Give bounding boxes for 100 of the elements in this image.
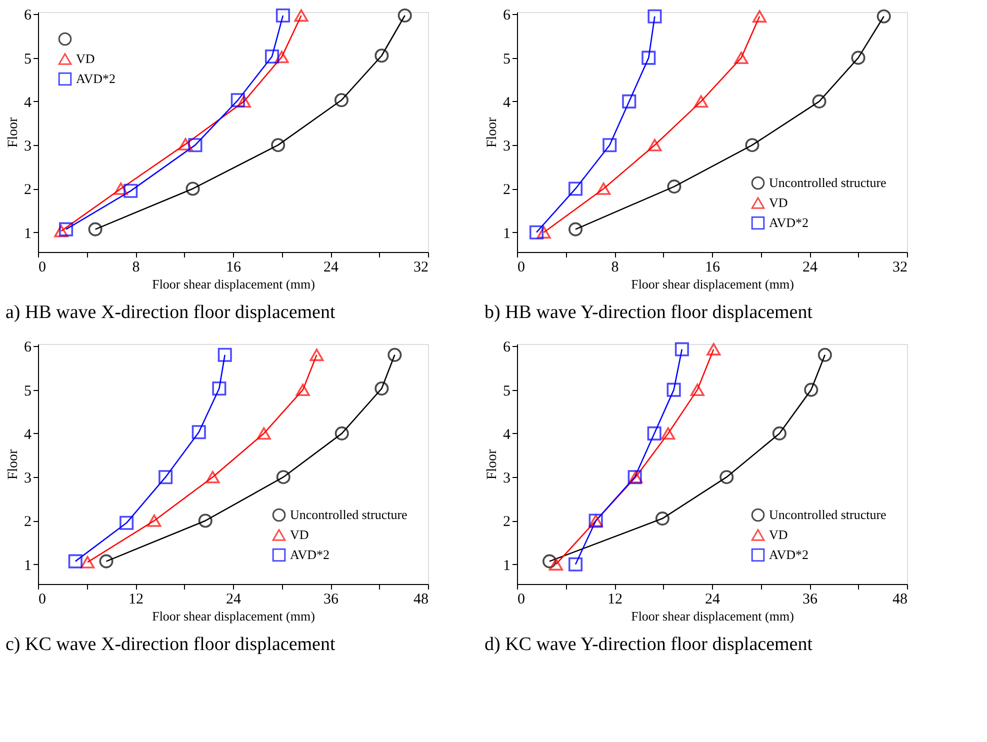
point xyxy=(596,182,611,195)
point xyxy=(374,48,389,63)
y-tick-label: 5 xyxy=(24,51,32,68)
point xyxy=(666,382,681,397)
x-tick-label: 24 xyxy=(705,592,720,608)
text: b) HB wave Y-direction floor displacement xyxy=(484,302,814,323)
y-tick-label: 2 xyxy=(24,514,32,530)
x-tick-label: 0 xyxy=(38,592,46,608)
legend-label: AVD*2 xyxy=(769,215,808,230)
y-tick-label: 5 xyxy=(24,383,32,400)
point xyxy=(529,225,544,240)
point xyxy=(124,184,138,198)
point xyxy=(147,514,162,527)
point xyxy=(120,516,134,530)
x-tick-label: 12 xyxy=(608,592,622,608)
point xyxy=(99,554,114,568)
x-tick-label: 24 xyxy=(802,260,818,276)
point xyxy=(334,426,349,440)
x-axis-title: Floor shear displacement (mm) xyxy=(631,276,794,292)
y-tick-label: 6 xyxy=(24,8,32,24)
x-tick-label: 32 xyxy=(892,260,908,276)
point xyxy=(271,138,286,152)
y-axis-title: Floor xyxy=(6,116,21,148)
y-tick-label: 6 xyxy=(503,8,511,24)
point xyxy=(772,426,786,440)
x-axis-title: Floor shear displacement (mm) xyxy=(152,276,315,292)
point xyxy=(667,180,682,194)
point xyxy=(218,348,232,362)
legend-label: Uncontrolled structure xyxy=(769,175,887,190)
x-tick-label: 8 xyxy=(132,260,140,276)
point xyxy=(206,470,220,484)
legend-label: VD xyxy=(76,51,95,66)
point xyxy=(276,470,290,484)
x-tick-label: 48 xyxy=(892,592,908,608)
y-tick-label: 3 xyxy=(24,138,32,155)
x-tick-label: 36 xyxy=(324,592,339,608)
text: d) KC wave Y-direction floor displacement xyxy=(484,634,814,655)
point xyxy=(294,9,308,22)
legend-label: VD xyxy=(290,527,309,542)
x-tick-label: 16 xyxy=(705,260,720,276)
legend-label: VD xyxy=(769,527,788,542)
point xyxy=(648,9,662,24)
point xyxy=(568,182,583,196)
point xyxy=(548,558,564,571)
y-tick-label: 6 xyxy=(503,340,511,356)
point xyxy=(296,384,310,396)
x-tick-label: 24 xyxy=(324,260,339,276)
y-tick-label: 4 xyxy=(24,94,32,111)
text: c) KC wave X-direction floor displacement xyxy=(6,634,336,655)
y-tick-label: 5 xyxy=(503,383,510,400)
point xyxy=(186,182,200,196)
point xyxy=(622,94,636,108)
y-tick-label: 1 xyxy=(503,558,510,574)
x-tick-label: 0 xyxy=(518,592,525,608)
point xyxy=(88,222,102,236)
point xyxy=(68,554,82,568)
y-tick-label: 2 xyxy=(503,182,510,198)
point xyxy=(720,470,734,484)
y-tick-label: 1 xyxy=(24,558,32,574)
y-axis-title: Floor xyxy=(485,116,500,148)
point xyxy=(334,93,348,108)
point xyxy=(690,384,704,396)
y-tick-label: 2 xyxy=(503,514,510,530)
y-tick-label: 1 xyxy=(503,226,510,242)
point xyxy=(536,226,551,239)
y-axis-title: Floor xyxy=(6,448,21,480)
point xyxy=(230,93,245,108)
y-tick-label: 4 xyxy=(503,426,511,443)
x-tick-label: 16 xyxy=(226,260,242,276)
legend-label: AVD*2 xyxy=(290,547,330,562)
point xyxy=(734,52,748,64)
point xyxy=(568,557,583,572)
x-tick-label: 0 xyxy=(38,260,46,276)
point xyxy=(745,138,760,152)
y-axis-title: Floor xyxy=(485,448,500,480)
y-tick-label: 2 xyxy=(24,182,32,198)
point xyxy=(674,342,689,356)
point xyxy=(542,554,557,568)
x-tick-label: 24 xyxy=(226,592,242,608)
point xyxy=(812,94,826,108)
legend-label: AVD*2 xyxy=(769,547,808,562)
point xyxy=(804,382,818,397)
point xyxy=(80,556,95,568)
point xyxy=(706,343,721,356)
point xyxy=(655,512,670,526)
point xyxy=(178,138,192,150)
legend-label: VD xyxy=(769,195,788,210)
y-tick-label: 4 xyxy=(503,94,511,111)
point xyxy=(256,427,271,440)
point xyxy=(274,50,289,64)
y-tick-label: 5 xyxy=(503,51,510,68)
x-tick-label: 36 xyxy=(802,592,818,608)
point xyxy=(818,348,832,362)
point xyxy=(647,426,662,440)
point xyxy=(188,138,202,152)
legend-label: AVD*2 xyxy=(76,71,116,86)
y-tick-label: 6 xyxy=(24,340,32,356)
point xyxy=(264,49,280,64)
point xyxy=(642,50,656,65)
point xyxy=(310,348,324,362)
